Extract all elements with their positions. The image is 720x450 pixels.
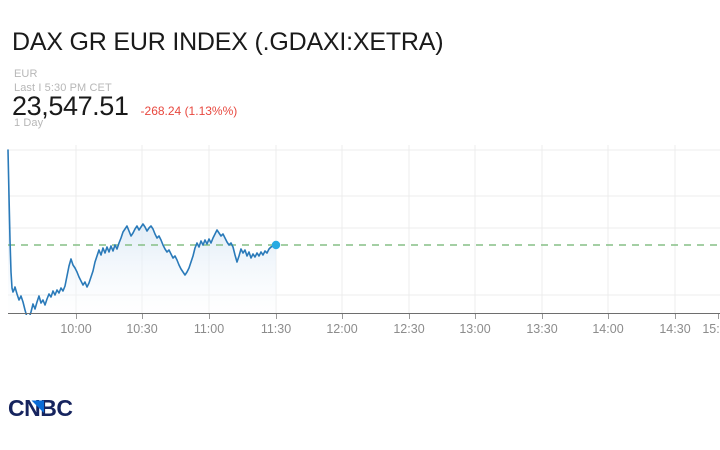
x-tick-mark [608, 314, 609, 319]
x-tick-mark [475, 314, 476, 319]
chart-canvas[interactable] [0, 140, 720, 315]
last-trade-timestamp: Last I 5:30 PM CET [14, 82, 112, 94]
x-tick-label: 12:00 [326, 322, 358, 336]
x-tick-label: 12:30 [393, 322, 425, 336]
page-title: DAX GR EUR INDEX (.GDAXI:XETRA) [12, 28, 444, 56]
cnbc-logo[interactable]: CNBC [8, 395, 80, 427]
last-price-marker[interactable] [271, 240, 281, 250]
range-label: 1 Day [14, 117, 44, 129]
price-row: 23,547.51 -268.24 (1.13%%) [12, 93, 237, 120]
x-tick-mark [142, 314, 143, 319]
x-tick-mark [675, 314, 676, 319]
x-tick-label: 10:00 [60, 322, 92, 336]
x-tick-mark [342, 314, 343, 319]
axis-baseline [8, 313, 720, 314]
chart-line [7, 149, 277, 315]
footer: CNBC [0, 390, 720, 430]
x-tick-mark [76, 314, 77, 319]
currency-label: EUR [14, 68, 38, 80]
x-tick-label: 10:30 [126, 322, 158, 336]
cnbc-peacock-wedge [31, 400, 44, 413]
x-tick-mark [409, 314, 410, 319]
x-tick-label: 15:00 [702, 322, 720, 336]
x-tick-label: 14:00 [592, 322, 624, 336]
x-axis: 10:00 10:30 11:00 11:30 12:00 12:30 13:00 13:30… [0, 313, 720, 345]
cnbc-logo-mark: CNBC [8, 395, 73, 421]
price-change: -268.24 (1.13%%) [140, 104, 238, 118]
x-tick-mark [276, 314, 277, 319]
price-chart[interactable] [0, 140, 720, 315]
x-tick-label: 11:00 [193, 322, 225, 336]
chart-area-fill [8, 150, 276, 315]
x-tick-label: 13:30 [526, 322, 558, 336]
x-tick-label: 13:00 [459, 322, 491, 336]
x-tick-label: 11:30 [260, 322, 292, 336]
x-tick-label: 14:30 [659, 322, 691, 336]
x-tick-mark [718, 314, 719, 319]
x-tick-mark [542, 314, 543, 319]
last-price: 23,547.51 [12, 91, 129, 121]
x-tick-mark [209, 314, 210, 319]
